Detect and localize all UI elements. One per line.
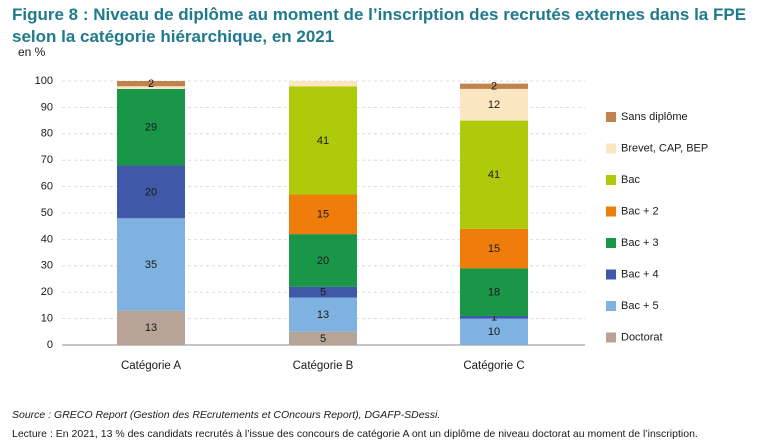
- data-label: 18: [488, 287, 500, 299]
- x-tick-label: Catégorie C: [463, 360, 524, 372]
- chart-title: Figure 8 : Niveau de diplôme au moment d…: [12, 5, 747, 46]
- data-label: 1: [491, 312, 497, 324]
- bar-segment: [460, 318, 528, 345]
- data-label: 29: [145, 122, 157, 134]
- bar-segment: [289, 194, 357, 235]
- y-tick-label: 20: [41, 286, 53, 298]
- bar-segment: [460, 120, 528, 229]
- legend-label: Bac + 3: [621, 237, 659, 249]
- legend-label: Bac + 4: [621, 268, 659, 280]
- y-tick-label: 60: [41, 181, 53, 193]
- data-label: 15: [488, 243, 500, 255]
- bar-segment: [289, 286, 357, 298]
- bar-segment: [117, 165, 185, 219]
- bar-segment: [460, 315, 528, 319]
- data-label: 5: [320, 333, 326, 345]
- bar-segment: [289, 331, 357, 345]
- data-label: 5: [320, 287, 326, 299]
- data-label: 15: [317, 209, 329, 221]
- y-tick-label: 70: [41, 154, 53, 166]
- source-note: Source : GRECO Report (Gestion des REcru…: [12, 409, 441, 421]
- x-tick-label: Catégorie A: [121, 360, 181, 372]
- data-label: 2: [491, 81, 497, 93]
- data-label: 13: [317, 309, 329, 321]
- bar-segment: [117, 81, 185, 87]
- bar-segment: [117, 310, 185, 345]
- y-tick-label: 50: [41, 207, 53, 219]
- data-label: 12: [488, 99, 500, 111]
- bar-segment: [289, 297, 357, 332]
- bar-segment: [460, 268, 528, 316]
- bar-segment: [460, 228, 528, 269]
- bar-segment: [289, 234, 357, 287]
- bar-segment: [460, 88, 528, 121]
- legend-swatch: [606, 112, 616, 122]
- y-tick-label: 40: [41, 233, 53, 245]
- legend-swatch: [606, 206, 616, 217]
- legend-swatch: [606, 143, 616, 154]
- stacked-bar-chart: 0 10 20 30 40 50 60 70 80 90 100 13 35 20 29 2 Catégorie…: [35, 75, 709, 372]
- legend-label: Bac + 2: [621, 205, 659, 217]
- bar-segment: [460, 83, 528, 89]
- legend-label: Sans diplôme: [621, 111, 688, 123]
- legend-swatch: [606, 301, 616, 311]
- data-label: 41: [317, 135, 329, 147]
- data-label: 20: [317, 255, 329, 267]
- bar-segment: [289, 81, 357, 87]
- legend-swatch: [606, 175, 616, 185]
- lecture-note: Lecture : En 2021, 13 % des candidats re…: [12, 428, 698, 440]
- bar-segment: [117, 218, 185, 311]
- legend-label: Bac + 5: [621, 300, 659, 312]
- data-label: 20: [145, 186, 157, 198]
- legend-label: Doctorat: [621, 331, 663, 343]
- data-label: 35: [145, 259, 157, 271]
- data-label: 2: [148, 78, 154, 90]
- y-tick-label: 90: [41, 101, 53, 113]
- y-tick-label: 30: [41, 260, 53, 272]
- legend-label: Brevet, CAP, BEP: [621, 142, 708, 154]
- bar-segment: [117, 88, 185, 166]
- y-tick-label: 0: [47, 339, 53, 351]
- data-label: 41: [488, 169, 500, 181]
- data-label: 10: [488, 326, 500, 338]
- x-tick-label: Catégorie B: [293, 360, 354, 372]
- legend-label: Bac: [621, 174, 640, 186]
- y-tick-label: 80: [41, 128, 53, 140]
- legend-swatch: [606, 269, 616, 280]
- y-tick-label: 100: [35, 75, 53, 87]
- bar-segment: [117, 86, 185, 89]
- legend-swatch: [606, 238, 616, 248]
- data-label: 13: [145, 322, 157, 334]
- unit-label: en %: [18, 45, 46, 59]
- bar-segment: [289, 86, 357, 195]
- y-tick-label: 10: [41, 313, 53, 325]
- legend-swatch: [606, 332, 616, 343]
